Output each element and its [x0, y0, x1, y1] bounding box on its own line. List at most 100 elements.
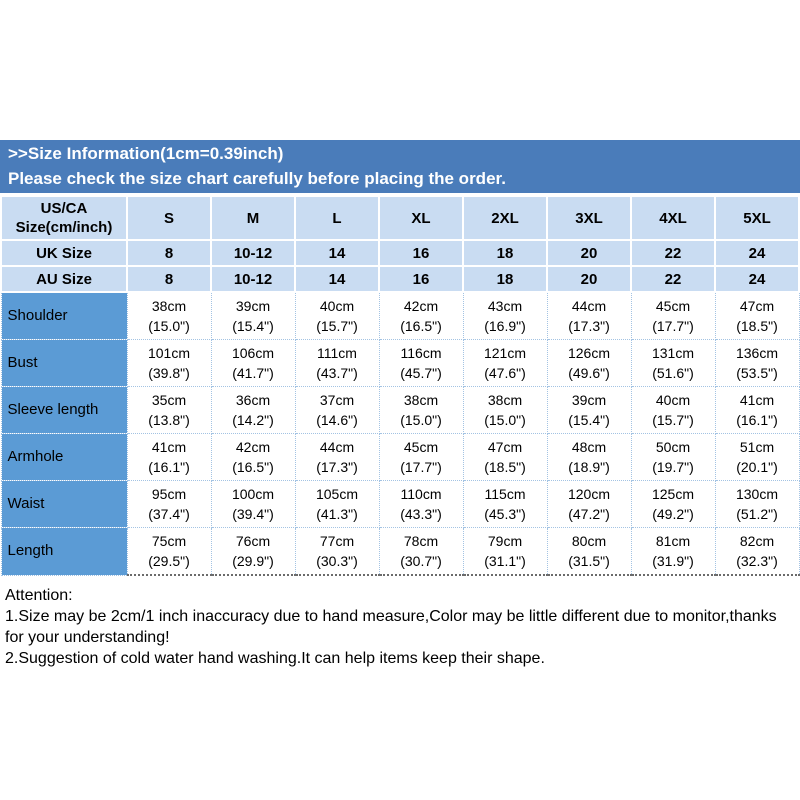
measurement-cell: 105cm (41.3") [294, 480, 380, 528]
measurement-cell: 40cm (15.7") [630, 386, 716, 434]
inch-value: (14.2") [232, 412, 274, 428]
measurement-row-bust: Bust 101cm (39.8") 106cm (41.7") 111cm (43.… [0, 339, 800, 387]
cm-value: 105cm [315, 486, 359, 502]
cm-value: 41cm [739, 392, 775, 408]
cm-value: 39cm [571, 392, 607, 408]
row-label-length: Length [0, 527, 128, 576]
size-chart-page: >>Size Information(1cm=0.39inch) Please … [0, 140, 800, 669]
cm-value: 100cm [231, 486, 275, 502]
cm-value: 38cm [403, 392, 439, 408]
measurement-cell: 136cm (53.5") [714, 339, 800, 387]
cm-value: 126cm [567, 345, 611, 361]
inch-value: (19.7") [652, 459, 694, 475]
cm-value: 47cm [739, 298, 775, 314]
cm-value: 81cm [655, 533, 691, 549]
measurement-cell: 39cm (15.4") [210, 291, 296, 340]
measurement-cell: 48cm (18.9") [546, 433, 632, 481]
measurement-cell: 42cm (16.5") [210, 433, 296, 481]
inch-value: (15.7") [316, 318, 358, 334]
corner-line2: Size(cm/inch) [15, 219, 113, 236]
au-size-label: AU Size [0, 265, 128, 293]
inch-value: (43.3") [400, 506, 442, 522]
cm-value: 42cm [235, 439, 271, 455]
cm-value: 38cm [487, 392, 523, 408]
measurement-cell: 45cm (17.7") [630, 291, 716, 340]
measurement-cell: 47cm (18.5") [714, 291, 800, 340]
inch-value: (15.4") [568, 412, 610, 428]
cm-value: 131cm [651, 345, 695, 361]
inch-value: (18.5") [484, 459, 526, 475]
measurement-cell: 81cm (31.9") [630, 527, 716, 576]
cm-value: 115cm [484, 486, 526, 502]
inch-value: (18.9") [568, 459, 610, 475]
cm-value: 120cm [567, 486, 611, 502]
cm-value: 39cm [235, 298, 271, 314]
row-label-armhole: Armhole [0, 433, 128, 481]
inch-value: (49.6") [568, 365, 610, 381]
inch-value: (51.2") [736, 506, 778, 522]
inch-value: (18.5") [736, 318, 778, 334]
cm-value: 130cm [735, 486, 779, 502]
measurement-cell: 101cm (39.8") [126, 339, 212, 387]
inch-value: (17.3") [568, 318, 610, 334]
inch-value: (31.9") [652, 553, 694, 569]
cm-value: 45cm [655, 298, 691, 314]
uk-size-value: 10-12 [210, 239, 296, 267]
cm-value: 38cm [151, 298, 187, 314]
cm-value: 44cm [571, 298, 607, 314]
measurement-cell: 126cm (49.6") [546, 339, 632, 387]
inch-value: (37.4") [148, 506, 190, 522]
size-col-3xl: 3XL [546, 195, 632, 241]
cm-value: 40cm [655, 392, 691, 408]
cm-value: 121cm [483, 345, 527, 361]
inch-value: (45.7") [400, 365, 442, 381]
inch-value: (15.4") [232, 318, 274, 334]
size-col-m: M [210, 195, 296, 241]
cm-value: 50cm [655, 439, 691, 455]
measurement-cell: 121cm (47.6") [462, 339, 548, 387]
inch-value: (16.5") [400, 318, 442, 334]
inch-value: (13.8") [148, 412, 190, 428]
inch-value: (31.1") [484, 553, 526, 569]
au-size-value: 8 [126, 265, 212, 293]
uk-size-value: 8 [126, 239, 212, 267]
row-label-shoulder: Shoulder [0, 291, 128, 340]
measurement-cell: 43cm (16.9") [462, 291, 548, 340]
measurement-cell: 125cm (49.2") [630, 480, 716, 528]
measurement-cell: 51cm (20.1") [714, 433, 800, 481]
uk-size-value: 18 [462, 239, 548, 267]
row-label-bust: Bust [0, 339, 128, 387]
size-col-l: L [294, 195, 380, 241]
measurement-cell: 110cm (43.3") [378, 480, 464, 528]
inch-value: (15.7") [652, 412, 694, 428]
measurement-cell: 120cm (47.2") [546, 480, 632, 528]
cm-value: 95cm [151, 486, 187, 502]
uk-size-value: 16 [378, 239, 464, 267]
attention-title: Attention: [5, 587, 73, 604]
inch-value: (17.7") [400, 459, 442, 475]
inch-value: (41.7") [232, 365, 274, 381]
inch-value: (29.9") [232, 553, 274, 569]
measurement-cell: 80cm (31.5") [546, 527, 632, 576]
measurement-row-waist: Waist 95cm (37.4") 100cm (39.4") 105cm (41.… [0, 480, 800, 528]
measurement-cell: 38cm (15.0") [378, 386, 464, 434]
measurement-row-length: Length 75cm (29.5") 76cm (29.9") 77cm (30.3… [0, 527, 800, 576]
cm-value: 44cm [319, 439, 355, 455]
inch-value: (31.5") [568, 553, 610, 569]
inch-value: (20.1") [736, 459, 778, 475]
size-col-xl: XL [378, 195, 464, 241]
measurement-cell: 50cm (19.7") [630, 433, 716, 481]
measurement-cell: 95cm (37.4") [126, 480, 212, 528]
measurement-cell: 116cm (45.7") [378, 339, 464, 387]
measurement-cell: 100cm (39.4") [210, 480, 296, 528]
cm-value: 125cm [651, 486, 695, 502]
cm-value: 42cm [403, 298, 439, 314]
cm-value: 78cm [403, 533, 439, 549]
cm-value: 45cm [403, 439, 439, 455]
cm-value: 77cm [319, 533, 355, 549]
cm-value: 116cm [400, 345, 442, 361]
corner-line1: US/CA [40, 200, 88, 217]
attention-section: Attention: 1.Size may be 2cm/1 inch inac… [5, 585, 797, 669]
au-size-value: 14 [294, 265, 380, 293]
au-size-value: 18 [462, 265, 548, 293]
